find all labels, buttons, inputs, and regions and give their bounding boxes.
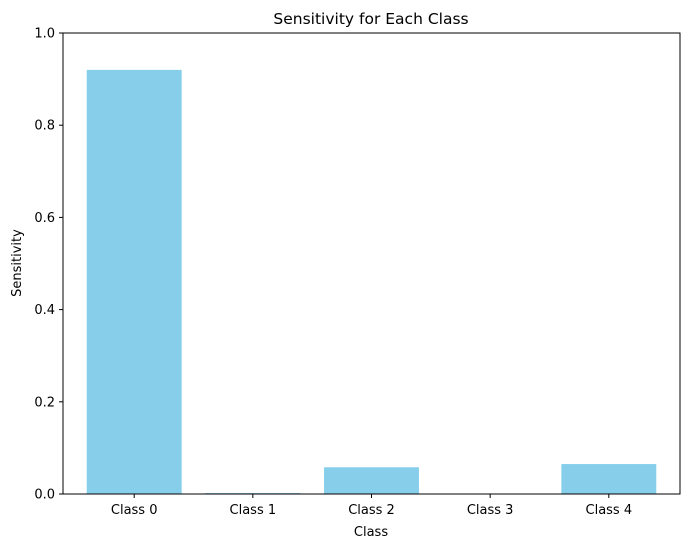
x-tick-label: Class 2 xyxy=(348,503,395,518)
y-tick-label: 0.0 xyxy=(34,488,55,503)
x-tick-label: Class 0 xyxy=(111,503,158,518)
bars-group xyxy=(86,69,657,494)
x-tick-label: Class 1 xyxy=(230,503,277,518)
bar-class-0 xyxy=(86,69,182,494)
bar-class-4 xyxy=(561,464,657,494)
x-axis-ticks: Class 0 Class 1 Class 2 Class 3 Class 4 xyxy=(111,494,632,518)
x-tick-label: Class 3 xyxy=(467,503,514,518)
plot-area-frame xyxy=(62,32,681,495)
y-axis-ticks: 0.0 0.2 0.4 0.6 0.8 1.0 xyxy=(34,27,63,503)
y-tick-label: 0.2 xyxy=(34,395,55,410)
x-axis-label: Class xyxy=(354,525,388,540)
y-axis-label: Sensitivity xyxy=(10,229,25,297)
y-tick-label: 0.6 xyxy=(34,211,55,226)
x-tick-label: Class 4 xyxy=(586,503,633,518)
y-tick-label: 1.0 xyxy=(34,27,55,42)
bar-class-2 xyxy=(324,467,419,494)
chart-title: Sensitivity for Each Class xyxy=(273,10,468,28)
y-tick-label: 0.8 xyxy=(34,119,55,134)
y-tick-label: 0.4 xyxy=(34,303,55,318)
